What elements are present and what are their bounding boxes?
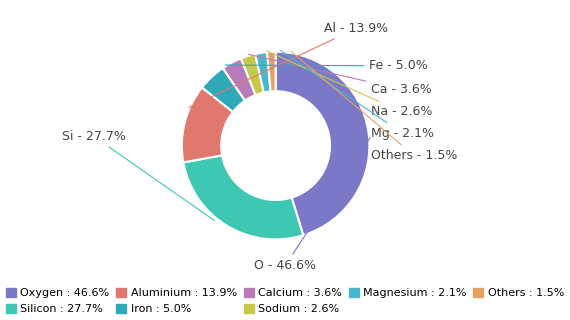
Text: O - 46.6%: O - 46.6% [254,138,370,272]
Text: Ca - 3.6%: Ca - 3.6% [249,54,432,96]
Wedge shape [255,52,271,92]
Legend: Oxygen : 46.6%, Silicon : 27.7%, Aluminium : 13.9%, Iron : 5.0%, Calcium : 3.6%,: Oxygen : 46.6%, Silicon : 27.7%, Alumini… [6,288,564,315]
Text: Fe - 5.0%: Fe - 5.0% [225,60,428,72]
Text: Na - 2.6%: Na - 2.6% [267,51,433,118]
Text: Si - 27.7%: Si - 27.7% [62,130,214,220]
Text: Mg - 2.1%: Mg - 2.1% [280,51,434,140]
Text: Al - 13.9%: Al - 13.9% [189,22,389,108]
Wedge shape [202,68,245,112]
Wedge shape [241,54,264,95]
Wedge shape [184,155,303,239]
Wedge shape [182,87,233,162]
Wedge shape [267,52,276,92]
Wedge shape [223,59,255,100]
Wedge shape [276,52,369,235]
Text: Others - 1.5%: Others - 1.5% [291,52,458,163]
